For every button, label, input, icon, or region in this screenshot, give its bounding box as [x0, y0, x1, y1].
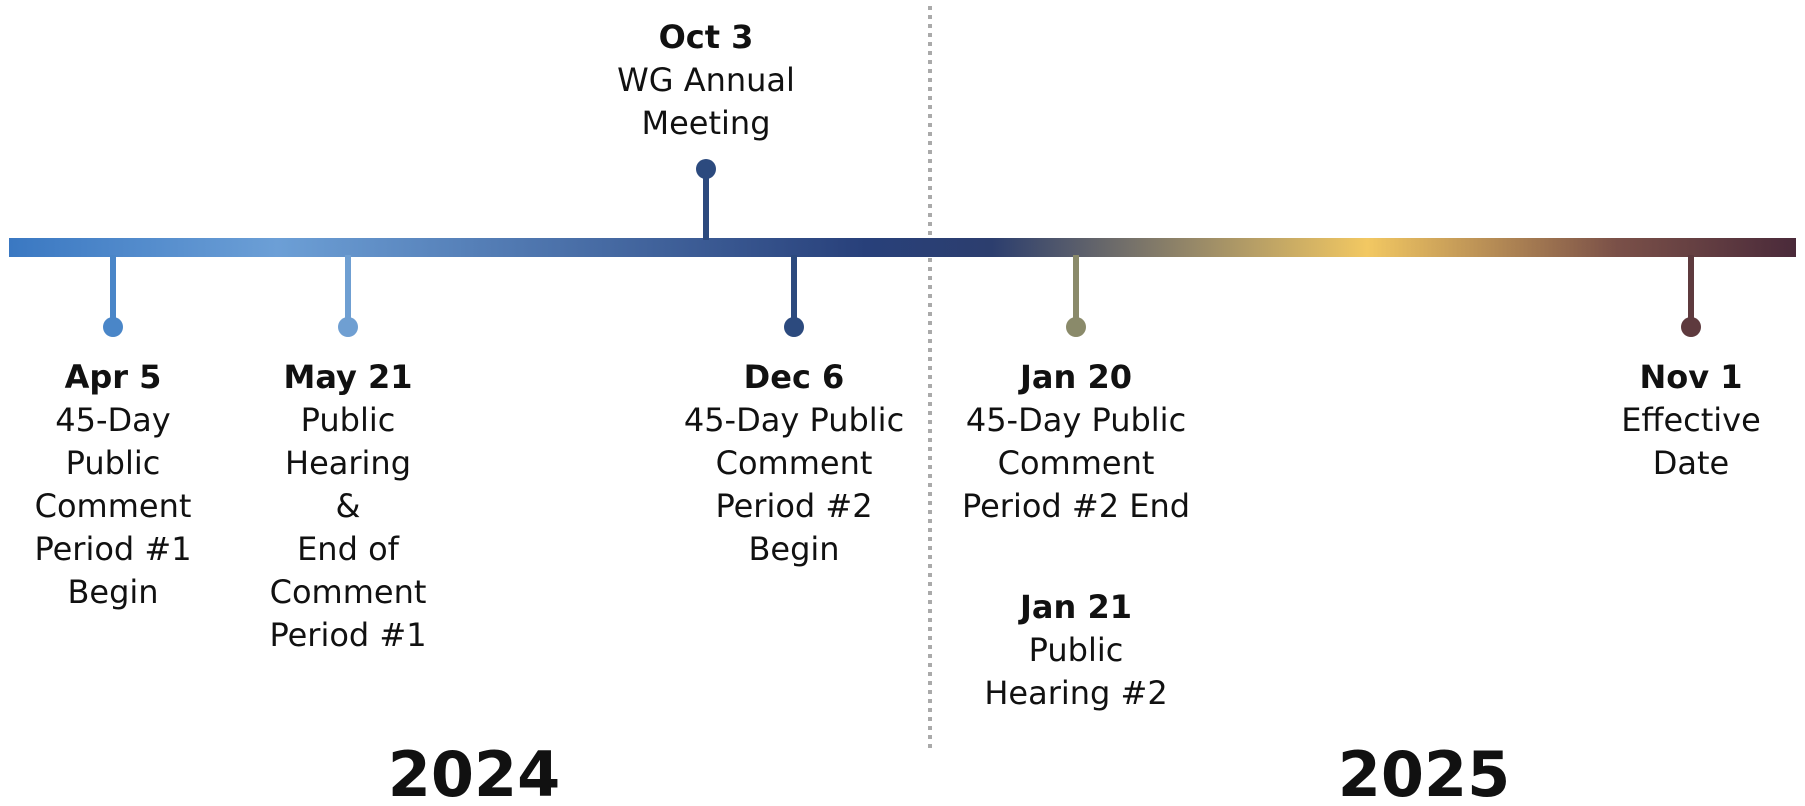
- event-label: Hearing: [285, 444, 411, 482]
- event-label: Meeting: [641, 104, 770, 142]
- event-label: Public: [301, 401, 396, 439]
- pin-dot: [1681, 317, 1701, 337]
- event-label: Date: [1653, 444, 1729, 482]
- event-label: WG Annual: [617, 61, 795, 99]
- event-label: Period #2 End: [962, 487, 1190, 525]
- pin-dot: [696, 159, 716, 179]
- event-label: 45-Day Public: [684, 401, 904, 439]
- event-label: &: [336, 487, 361, 525]
- event-label: Begin: [748, 530, 839, 568]
- event-label: Effective: [1621, 401, 1761, 439]
- event-label: 45-Day Public: [966, 401, 1186, 439]
- event-label: Public: [1029, 631, 1124, 669]
- event-date: Oct 3: [659, 18, 754, 56]
- event-label: Hearing #2: [984, 674, 1167, 712]
- event-date: Jan 20: [1018, 358, 1132, 396]
- event-label: Comment: [998, 444, 1155, 482]
- event-label: Period #1: [34, 530, 191, 568]
- event-label: Comment: [270, 573, 427, 611]
- event-date: Apr 5: [65, 358, 162, 396]
- event-date: Jan 21: [1018, 588, 1132, 626]
- event-label: Begin: [67, 573, 158, 611]
- event-label: Period #1: [269, 616, 426, 654]
- event-label: Comment: [35, 487, 192, 525]
- event-date: Dec 6: [744, 358, 845, 396]
- event-date: Nov 1: [1639, 358, 1742, 396]
- pin-dot: [784, 317, 804, 337]
- pin-dot: [1066, 317, 1086, 337]
- year-label: 2024: [388, 738, 561, 806]
- timeline-bar: [9, 238, 1796, 257]
- event-date: May 21: [284, 358, 413, 396]
- event-label: Period #2: [715, 487, 872, 525]
- event-label: Public: [66, 444, 161, 482]
- event-label: 45-Day: [55, 401, 170, 439]
- year-label: 2025: [1338, 738, 1511, 806]
- event-label: Comment: [716, 444, 873, 482]
- pin-dot: [338, 317, 358, 337]
- event-label: End of: [297, 530, 400, 568]
- pin-dot: [103, 317, 123, 337]
